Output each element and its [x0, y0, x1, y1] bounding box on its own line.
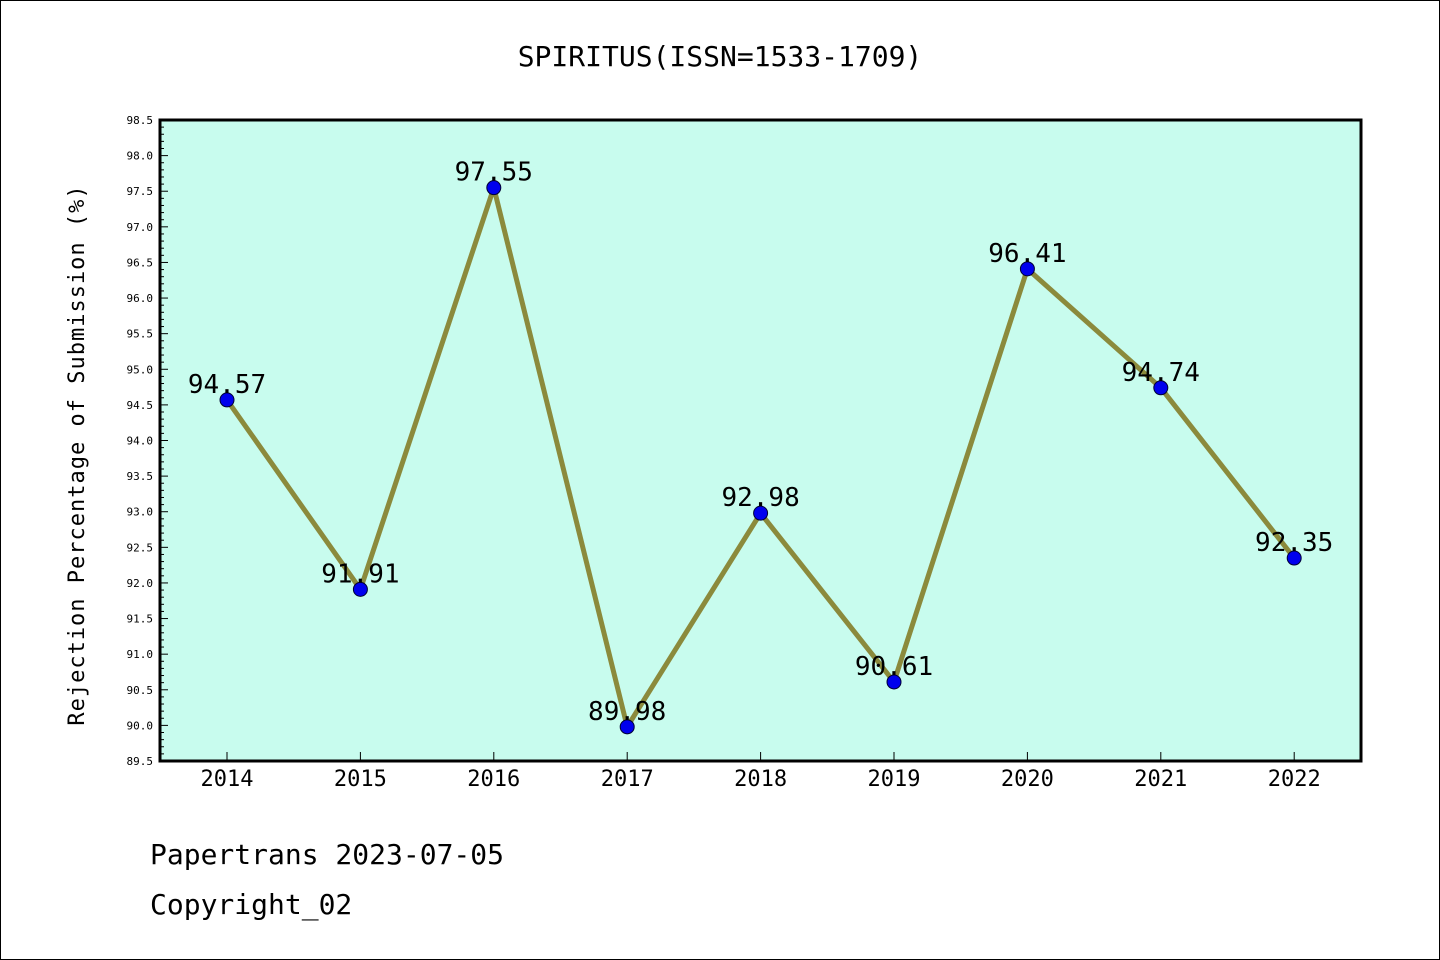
x-tick-label: 2017 — [601, 767, 654, 792]
y-tick-label: 94.5 — [127, 399, 154, 412]
data-label: 96.41 — [988, 239, 1066, 269]
y-tick-label: 92.5 — [127, 541, 154, 554]
x-tick-label: 2019 — [868, 767, 921, 792]
data-label: 91.91 — [321, 559, 399, 589]
data-label: 92.35 — [1255, 528, 1333, 558]
x-tick-label: 2018 — [734, 767, 787, 792]
data-point-marker — [1153, 380, 1169, 396]
y-tick-label: 96.0 — [127, 292, 154, 305]
x-axis: 2014 2015 2016 2017 2018 2019 2020 2021 2022 — [201, 752, 1321, 792]
y-tick-label: 95.5 — [127, 328, 154, 341]
y-tick-label: 96.5 — [127, 256, 154, 269]
data-labels: 94.57 91.91 97.55 89.98 92.98 90.61 96.41 94.74… — [188, 158, 1333, 727]
data-label: 94.57 — [188, 370, 266, 400]
footer-date-line: Papertrans 2023-07-05 — [150, 838, 504, 871]
y-tick-label: 98.0 — [127, 150, 154, 163]
y-tick-label: 93.5 — [127, 470, 154, 483]
y-tick-label: 93.0 — [127, 506, 154, 519]
y-tick-label: 98.5 — [127, 114, 154, 127]
data-point-marker — [619, 719, 635, 735]
y-tick-label: 94.0 — [127, 435, 154, 448]
y-tick-label: 97.5 — [127, 185, 154, 198]
data-point-marker — [753, 505, 769, 521]
x-tick-label: 2015 — [334, 767, 387, 792]
plot-area — [160, 120, 1361, 761]
data-label: 97.55 — [455, 158, 533, 188]
y-tick-label: 89.5 — [127, 755, 154, 768]
chart-title: SPIRITUS(ISSN=1533-1709) — [518, 40, 923, 73]
data-point-marker — [886, 674, 902, 690]
y-axis-label: Rejection Percentage of Submission (%) — [65, 184, 90, 725]
x-tick-label: 2022 — [1268, 767, 1321, 792]
data-label: 92.98 — [721, 483, 799, 513]
x-tick-label: 2021 — [1134, 767, 1187, 792]
x-tick-label: 2016 — [467, 767, 520, 792]
data-point-marker — [1286, 550, 1302, 566]
data-label: 90.61 — [855, 652, 933, 682]
data-point-marker — [352, 581, 368, 597]
data-point-marker — [219, 392, 235, 408]
x-tick-label: 2020 — [1001, 767, 1054, 792]
data-points — [219, 180, 1302, 735]
y-tick-label: 91.0 — [127, 648, 154, 661]
data-label: 94.74 — [1122, 358, 1200, 388]
data-point-marker — [1019, 261, 1035, 277]
data-label: 89.98 — [588, 697, 666, 727]
y-tick-label: 92.0 — [127, 577, 154, 590]
x-tick-label: 2014 — [201, 767, 254, 792]
y-axis: 89.5 90.0 90.5 91.0 91.5 92.0 92.5 93.0 93.5 94.0… — [127, 114, 168, 768]
y-tick-label: 91.5 — [127, 613, 154, 626]
data-point-marker — [486, 180, 502, 196]
y-tick-label: 97.0 — [127, 221, 154, 234]
y-tick-label: 90.0 — [127, 719, 154, 732]
footer-copyright-line: Copyright_02 — [150, 888, 352, 922]
plot-border — [158, 118, 1363, 763]
y-tick-label: 95.0 — [127, 363, 154, 376]
y-tick-label: 90.5 — [127, 684, 154, 697]
